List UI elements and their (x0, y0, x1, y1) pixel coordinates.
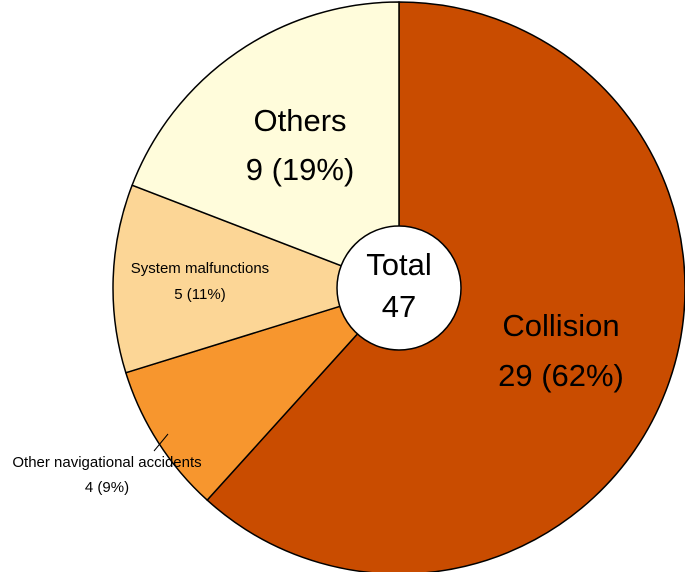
slice-value-other-navigational-accidents: 4 (9%) (85, 479, 129, 496)
total-value: 47 (382, 289, 416, 324)
slice-value-others: 9 (19%) (246, 152, 355, 187)
slice-label-system-malfunctions: System malfunctions (131, 260, 269, 277)
total-label: Total (366, 247, 431, 282)
slice-value-system-malfunctions: 5 (11%) (174, 286, 225, 303)
slice-label-other-navigational-accidents: Other navigational accidents (12, 454, 201, 471)
pie-slice-other-navigational-accidents (124, 286, 402, 502)
slice-value-collision: 29 (62%) (498, 358, 624, 393)
leader-line (153, 433, 169, 452)
slice-label-others: Others (253, 103, 346, 138)
slice-label-collision: Collision (502, 308, 619, 343)
pie-slice-system-malfunctions (112, 184, 402, 374)
pie-slice-others (131, 1, 400, 290)
center-hole (336, 225, 462, 351)
